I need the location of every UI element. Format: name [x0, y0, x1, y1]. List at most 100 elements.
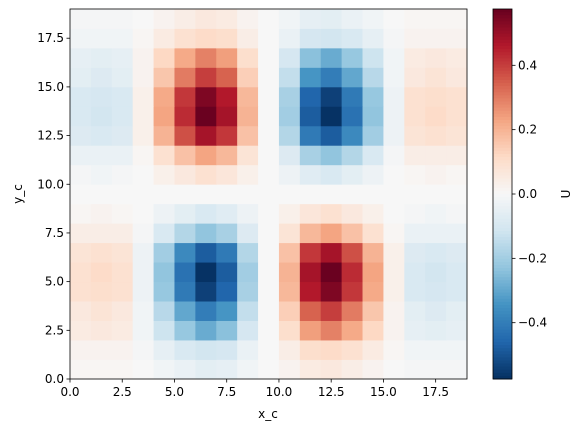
colorbar-segment	[493, 342, 512, 346]
heatmap-cell	[404, 47, 426, 68]
colorbar-segment	[493, 243, 512, 247]
heatmap-cell	[320, 320, 343, 341]
heatmap-cell	[153, 242, 175, 263]
heatmap-cell	[258, 184, 280, 205]
heatmap-cell	[153, 28, 175, 49]
colorbar-segment	[493, 67, 512, 72]
heatmap-cell	[195, 301, 217, 321]
heatmap-cell	[111, 86, 134, 107]
heatmap-cell	[404, 301, 426, 321]
heatmap-cell	[90, 125, 113, 146]
x-tick-label: 10.0	[266, 385, 293, 399]
heatmap-cell	[425, 262, 447, 283]
heatmap-cell	[320, 281, 343, 302]
heatmap-cell	[132, 125, 154, 146]
heatmap-cell	[216, 223, 238, 244]
heatmap-cell	[174, 125, 196, 146]
y-tick-label: 10.0	[37, 177, 64, 191]
heatmap-cell	[90, 203, 113, 224]
heatmap-cell	[320, 86, 343, 107]
heatmap-cell	[132, 281, 154, 302]
heatmap-cell	[383, 203, 405, 224]
heatmap-cell	[90, 86, 113, 107]
colorbar-segment	[493, 200, 512, 204]
heatmap-cell	[278, 320, 301, 341]
heatmap-cell	[174, 262, 196, 283]
heatmap-cell	[341, 9, 363, 29]
heatmap-cell	[111, 242, 134, 263]
heatmap-cell	[299, 145, 322, 166]
heatmap-cell	[70, 320, 92, 341]
heatmap-cell	[341, 28, 363, 49]
colorbar-segment	[493, 335, 512, 340]
heatmap-cell	[362, 340, 384, 360]
heatmap-cell	[216, 28, 238, 49]
heatmap-cell	[299, 9, 322, 29]
heatmap-cell	[425, 281, 447, 302]
colorbar-segment	[493, 113, 512, 118]
heatmap-cell	[446, 281, 468, 302]
colorbar-tick-label: −0.2	[518, 251, 547, 265]
heatmap-cell	[237, 67, 259, 88]
x-tick-label: 17.5	[422, 385, 449, 399]
heatmap-cell	[132, 67, 154, 88]
heatmap-cell	[90, 164, 113, 185]
heatmap-cell	[299, 47, 322, 68]
colorbar-segment	[493, 258, 512, 263]
heatmap-cell	[446, 223, 468, 244]
colorbar-segment	[493, 95, 512, 99]
colorbar-segment	[493, 197, 512, 201]
colorbar-tick-label: 0.0	[518, 187, 537, 201]
heatmap-cell	[404, 9, 426, 29]
colorbar-tick-label: 0.2	[518, 123, 537, 137]
colorbar-segment	[493, 73, 512, 78]
heatmap-cell	[70, 67, 92, 88]
heatmap-cell	[237, 223, 259, 244]
y-tick-label: 12.5	[37, 129, 64, 143]
heatmap-cell	[195, 86, 217, 107]
heatmap-cell	[362, 184, 384, 205]
heatmap-cell	[153, 106, 175, 127]
heatmap-cell	[174, 281, 196, 302]
heatmap-cell	[216, 320, 238, 341]
heatmap-cell	[383, 67, 405, 88]
colorbar-segment	[493, 280, 512, 284]
colorbar-segment	[493, 49, 512, 53]
colorbar-segment	[493, 246, 512, 250]
y-tick-label: 15.0	[37, 80, 64, 94]
heatmap-cell	[446, 106, 468, 127]
heatmap-cell	[216, 106, 238, 127]
heatmap-cell	[174, 301, 196, 321]
heatmap-cell	[341, 320, 363, 341]
colorbar-segment	[493, 317, 512, 321]
heatmap-cell	[216, 145, 238, 166]
heatmap-cell	[258, 9, 280, 29]
colorbar-segment	[493, 194, 512, 198]
heatmap-cell	[70, 242, 92, 263]
heatmap-cell	[216, 262, 238, 283]
heatmap-cell	[237, 242, 259, 263]
colorbar-segment	[493, 64, 512, 69]
heatmap-cell	[90, 320, 113, 341]
heatmap-cell	[278, 67, 301, 88]
heatmap-cell	[383, 164, 405, 185]
heatmap-cell	[195, 340, 217, 360]
colorbar-segment	[493, 348, 512, 352]
heatmap-cell	[258, 242, 280, 263]
heatmap-cell	[425, 106, 447, 127]
colorbar-segment	[493, 138, 512, 143]
heatmap-cell	[299, 320, 322, 341]
y-tick-label: 5.0	[45, 275, 64, 289]
heatmap-cell	[258, 28, 280, 49]
colorbar-segment	[493, 9, 512, 13]
heatmap-cell	[425, 223, 447, 244]
colorbar-segment	[493, 286, 512, 291]
heatmap-cell	[425, 164, 447, 185]
colorbar-segment	[493, 135, 512, 139]
heatmap-cell	[425, 125, 447, 146]
heatmap-cell	[341, 281, 363, 302]
heatmap-cell	[111, 340, 134, 360]
heatmap-cell	[216, 47, 238, 68]
colorbar-segment	[493, 283, 512, 287]
heatmap-cell	[132, 9, 154, 29]
